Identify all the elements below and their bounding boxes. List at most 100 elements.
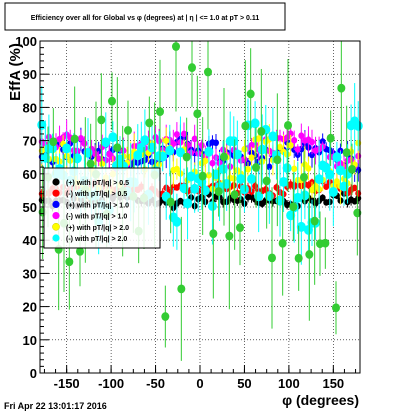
data-point — [262, 176, 271, 186]
data-point — [133, 150, 143, 161]
data-point — [213, 139, 219, 147]
data-point — [170, 140, 177, 148]
data-point — [282, 163, 292, 173]
data-point — [77, 134, 84, 142]
data-point — [241, 145, 248, 153]
data-point — [277, 143, 283, 151]
legend-marker — [52, 234, 60, 242]
data-point — [255, 135, 262, 142]
data-point — [266, 163, 273, 171]
data-point — [177, 284, 186, 294]
data-point — [188, 63, 196, 72]
y-tick-label: 30 — [23, 266, 37, 281]
data-point — [323, 183, 330, 191]
data-point — [332, 303, 340, 313]
data-point — [300, 172, 308, 182]
data-point — [268, 253, 276, 263]
data-point — [247, 174, 257, 184]
data-point — [204, 146, 214, 157]
data-point — [173, 165, 180, 173]
data-point — [250, 118, 260, 129]
ticks: -150 -100 -50 0 50 100 150 0 10 20 30 40 50 60 70 80 90 1… — [15, 34, 357, 391]
data-point — [99, 160, 106, 168]
legend-label: (+) with pT/|q| > 1.0 — [66, 202, 129, 209]
data-point — [218, 164, 228, 175]
x-tick-label: 150 — [322, 376, 344, 391]
data-point — [319, 194, 326, 202]
data-point — [209, 159, 216, 167]
data-point — [184, 141, 191, 149]
data-point — [229, 136, 239, 147]
data-point — [108, 96, 116, 106]
data-point — [175, 147, 185, 158]
legend-label: (+) with pT/|q| > 2.0 — [66, 225, 129, 232]
data-point — [190, 183, 200, 194]
y-tick-label: 100 — [15, 34, 37, 49]
data-point — [328, 187, 338, 197]
data-point — [326, 133, 335, 143]
data-point — [351, 184, 358, 192]
data-point — [65, 257, 74, 267]
y-tick-label: 40 — [23, 233, 37, 248]
y-tick-label: 60 — [23, 167, 37, 182]
legend-marker — [52, 222, 60, 231]
legend-label: (+) with pT/|q| > 0.5 — [66, 180, 129, 187]
data-point — [325, 169, 335, 180]
data-point — [314, 174, 324, 185]
data-point — [342, 148, 351, 157]
data-point — [172, 216, 182, 227]
data-point — [353, 208, 362, 218]
data-point — [172, 42, 180, 51]
data-point — [257, 127, 266, 136]
data-point — [333, 178, 340, 185]
data-point — [236, 173, 246, 184]
data-point — [294, 253, 303, 263]
y-tick-label: 50 — [23, 200, 37, 215]
data-point — [252, 182, 259, 190]
data-point — [140, 135, 150, 146]
data-point — [70, 134, 79, 144]
data-point — [291, 137, 298, 144]
data-point — [321, 238, 330, 248]
data-point — [284, 121, 292, 130]
y-axis-label: EffA (%) — [7, 43, 24, 101]
data-point — [186, 171, 196, 182]
data-point — [335, 165, 345, 176]
data-point — [268, 131, 278, 142]
data-point — [209, 229, 218, 239]
data-point — [124, 125, 132, 135]
x-tick-label: 0 — [196, 376, 203, 391]
data-point — [173, 131, 180, 138]
data-point — [245, 165, 251, 173]
data-point — [49, 137, 58, 147]
data-point — [348, 164, 356, 174]
data-point — [92, 150, 99, 158]
x-tick-label: 50 — [237, 376, 251, 391]
data-point — [262, 186, 269, 193]
data-point — [248, 154, 255, 161]
chart-title: Efficiency over all for Global vs φ (deg… — [31, 15, 260, 22]
data-point — [214, 187, 223, 196]
data-point — [101, 137, 111, 148]
data-point — [166, 197, 175, 207]
data-point — [198, 171, 207, 181]
data-point — [279, 177, 289, 187]
data-point — [204, 67, 212, 77]
y-tick-label: 0 — [30, 366, 37, 381]
y-tick-label: 10 — [23, 333, 37, 348]
data-point — [291, 165, 298, 173]
data-point — [273, 184, 280, 191]
data-point — [181, 130, 187, 138]
timestamp: Fri Apr 22 13:01:17 2016 — [4, 401, 107, 411]
data-point — [198, 141, 205, 149]
data-point — [289, 202, 298, 212]
data-point — [76, 246, 84, 256]
data-point — [332, 152, 342, 163]
legend-marker — [52, 189, 60, 197]
data-point — [156, 107, 164, 117]
data-point — [47, 143, 57, 154]
title-box — [4, 2, 286, 31]
data-point — [113, 143, 122, 153]
data-point — [108, 132, 118, 143]
